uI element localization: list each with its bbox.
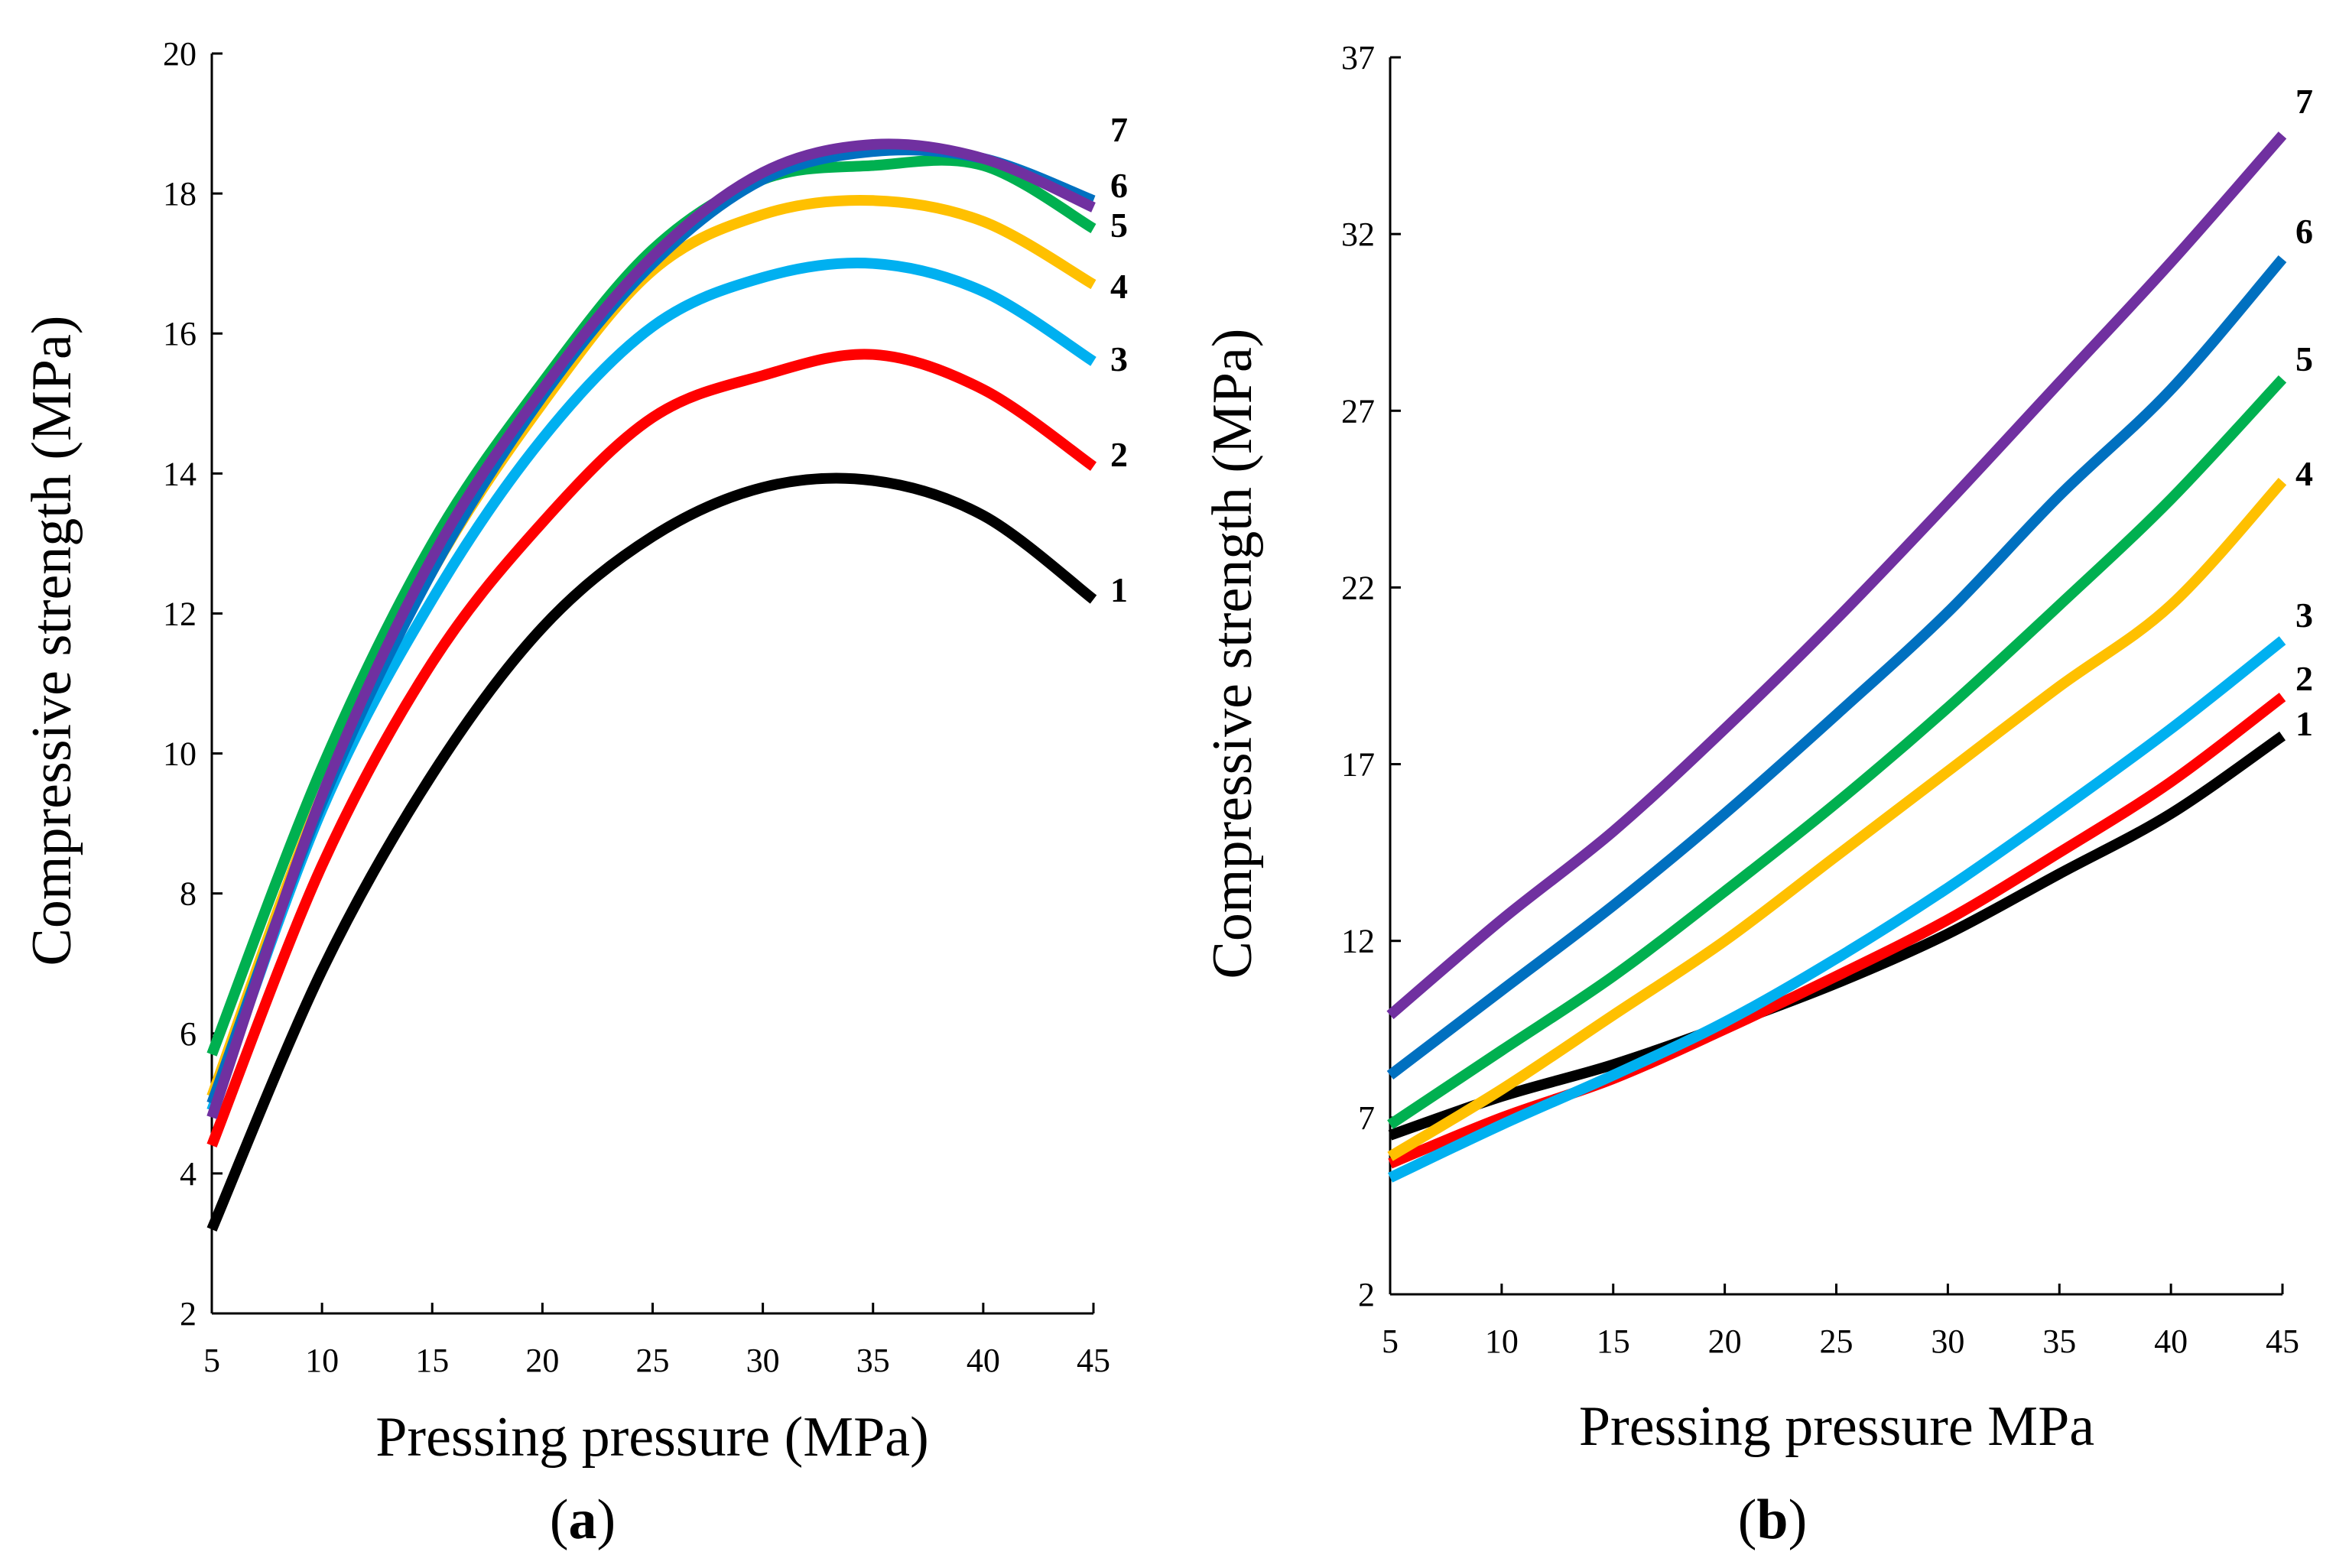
series-end-labels: 1 2 3 4 5 6 7 xyxy=(2295,82,2313,743)
panel-label-b: (b) xyxy=(1738,1488,1807,1551)
panel-letter-b: b xyxy=(1756,1488,1788,1551)
x-tick-label: 30 xyxy=(1931,1323,1964,1360)
y-tick-label: 2 xyxy=(180,1295,197,1333)
series-end-labels: 1 2 3 4 56 7 xyxy=(1110,110,1128,609)
series-line-1 xyxy=(206,472,1097,1232)
y-axis-label: Compressive strength (MPa) xyxy=(1201,329,1264,979)
y-tick-label: 18 xyxy=(163,175,197,213)
series-line-3 xyxy=(206,258,1097,1112)
series-end-label-6: 6 xyxy=(1110,166,1128,205)
x-tick-label: 15 xyxy=(1597,1323,1630,1360)
x-tick-label: 40 xyxy=(967,1342,1000,1379)
y-tick-labels: 2 4 6 8 10 12 14 16 18 20 xyxy=(163,35,197,1333)
series-end-label-3: 3 xyxy=(1110,339,1128,378)
y-tick-label: 2 xyxy=(1358,1276,1375,1313)
y-tick-label: 8 xyxy=(180,875,197,913)
x-tick-label: 5 xyxy=(203,1342,220,1379)
series-end-label-2: 2 xyxy=(2295,659,2313,698)
y-tick-label: 12 xyxy=(1341,923,1375,960)
series-line-6 xyxy=(206,144,1096,1105)
series-line-5 xyxy=(1387,375,2287,1129)
series-line-1 xyxy=(1388,731,2286,1141)
series-line-7 xyxy=(206,138,1096,1119)
x-tick-label: 30 xyxy=(746,1342,780,1379)
tick-marks xyxy=(1389,56,2284,1296)
x-tick-label: 35 xyxy=(2042,1323,2076,1360)
x-tick-label: 15 xyxy=(415,1342,449,1379)
y-tick-label: 27 xyxy=(1341,392,1375,430)
x-tick-labels: 5 10 15 20 25 30 35 40 45 xyxy=(203,1342,1110,1379)
series-end-label-7: 7 xyxy=(2295,82,2313,121)
x-tick-label: 25 xyxy=(636,1342,670,1379)
series-end-label-5: 5 xyxy=(2295,339,2313,378)
series-end-label-3: 3 xyxy=(2295,596,2313,635)
panel-letter-a: a xyxy=(569,1488,597,1551)
series-end-label-7: 7 xyxy=(1110,110,1128,149)
x-tick-label: 25 xyxy=(1820,1323,1854,1360)
y-tick-label: 6 xyxy=(180,1015,197,1053)
x-tick-label: 45 xyxy=(2266,1323,2299,1360)
x-tick-label: 10 xyxy=(1485,1323,1519,1360)
y-tick-label: 12 xyxy=(163,595,197,632)
series-end-label-2: 2 xyxy=(1110,435,1128,474)
x-tick-labels: 5 10 15 20 25 30 35 40 45 xyxy=(1382,1323,2299,1360)
x-axis-label: Pressing pressure MPa xyxy=(1579,1395,2094,1458)
series-lines xyxy=(1386,131,2287,1183)
y-tick-label: 10 xyxy=(163,735,197,773)
series-end-label-6: 6 xyxy=(2295,212,2313,251)
series-lines xyxy=(206,138,1097,1232)
series-line-6 xyxy=(1386,255,2287,1079)
series-end-label-1: 1 xyxy=(2295,704,2313,743)
x-tick-label: 20 xyxy=(525,1342,559,1379)
series-line-2 xyxy=(206,349,1097,1148)
series-end-label-5: 5 xyxy=(1110,206,1128,245)
y-tick-label: 14 xyxy=(163,455,197,492)
series-end-label-1: 1 xyxy=(1110,570,1128,609)
x-tick-label: 10 xyxy=(305,1342,339,1379)
y-tick-label: 37 xyxy=(1341,39,1375,76)
series-end-label-4: 4 xyxy=(2295,454,2313,493)
x-tick-label: 5 xyxy=(1382,1323,1399,1360)
series-end-label-4: 4 xyxy=(1110,267,1128,306)
x-tick-label: 45 xyxy=(1077,1342,1110,1379)
y-tick-label: 7 xyxy=(1358,1099,1375,1137)
y-tick-label: 22 xyxy=(1341,569,1375,606)
y-tick-label: 16 xyxy=(163,315,197,352)
x-tick-label: 20 xyxy=(1708,1323,1742,1360)
series-line-3 xyxy=(1388,636,2286,1183)
x-axis-label: Pressing pressure (MPa) xyxy=(375,1406,928,1469)
series-line-4 xyxy=(1387,478,2287,1161)
series-line-4 xyxy=(206,195,1097,1099)
y-axis-label: Compressive strength (MPa) xyxy=(21,316,83,966)
y-tick-label: 20 xyxy=(163,35,197,73)
x-tick-label: 40 xyxy=(2154,1323,2188,1360)
x-tick-label: 35 xyxy=(856,1342,890,1379)
y-tick-label: 4 xyxy=(180,1155,197,1193)
panel-label-a: (a) xyxy=(550,1488,616,1551)
series-line-7 xyxy=(1386,131,2287,1020)
y-tick-label: 32 xyxy=(1341,216,1375,253)
y-tick-label: 17 xyxy=(1341,746,1375,784)
